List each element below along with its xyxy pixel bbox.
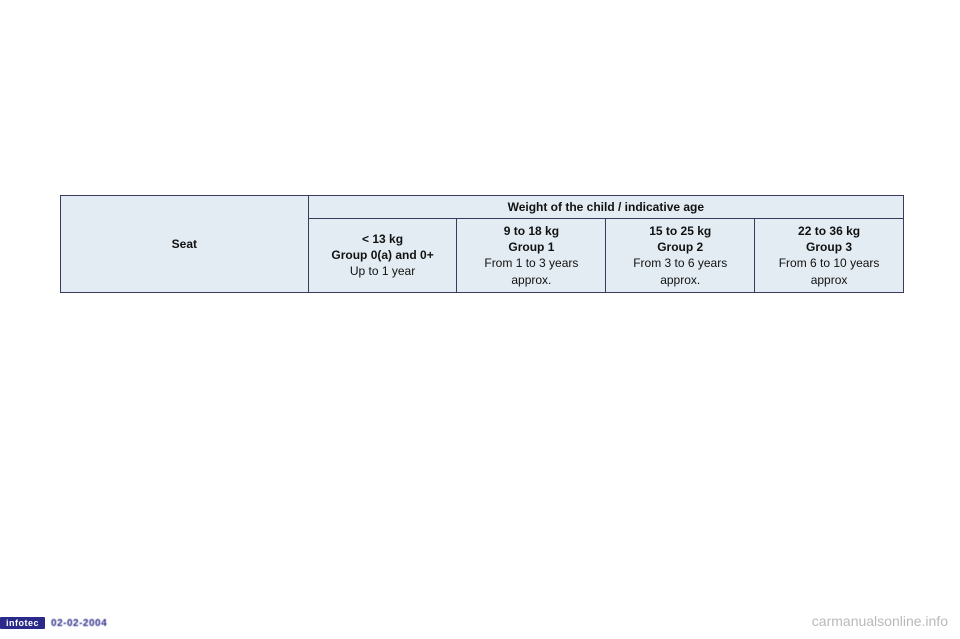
group-weight: < 13 kg — [315, 231, 451, 247]
weight-header: Weight of the child / indicative age — [308, 196, 903, 219]
group-age: From 1 to 3 years — [463, 255, 599, 271]
group-weight: 9 to 18 kg — [463, 223, 599, 239]
group-age2: approx. — [612, 272, 748, 288]
footer-date: 02-02-2004 — [51, 618, 107, 629]
footer-left: infotec 02-02-2004 — [0, 617, 107, 629]
group-name: Group 2 — [612, 239, 748, 255]
group-weight: 15 to 25 kg — [612, 223, 748, 239]
group-cell-2: 15 to 25 kg Group 2 From 3 to 6 years ap… — [606, 219, 755, 293]
infotec-badge: infotec — [0, 617, 45, 629]
group-age: Up to 1 year — [315, 263, 451, 279]
group-age: From 3 to 6 years — [612, 255, 748, 271]
group-age: From 6 to 10 years — [761, 255, 897, 271]
group-name: Group 0(a) and 0+ — [315, 247, 451, 263]
group-age2: approx. — [463, 272, 599, 288]
child-seat-table: Seat Weight of the child / indicative ag… — [60, 195, 904, 293]
group-name: Group 3 — [761, 239, 897, 255]
seat-header: Seat — [61, 196, 309, 293]
group-cell-0: < 13 kg Group 0(a) and 0+ Up to 1 year — [308, 219, 457, 293]
group-cell-1: 9 to 18 kg Group 1 From 1 to 3 years app… — [457, 219, 606, 293]
group-age2: approx — [761, 272, 897, 288]
table: Seat Weight of the child / indicative ag… — [60, 195, 904, 293]
group-name: Group 1 — [463, 239, 599, 255]
group-weight: 22 to 36 kg — [761, 223, 897, 239]
watermark-text: carmanualsonline.info — [812, 613, 948, 629]
group-cell-3: 22 to 36 kg Group 3 From 6 to 10 years a… — [755, 219, 904, 293]
table-row: Seat Weight of the child / indicative ag… — [61, 196, 904, 219]
